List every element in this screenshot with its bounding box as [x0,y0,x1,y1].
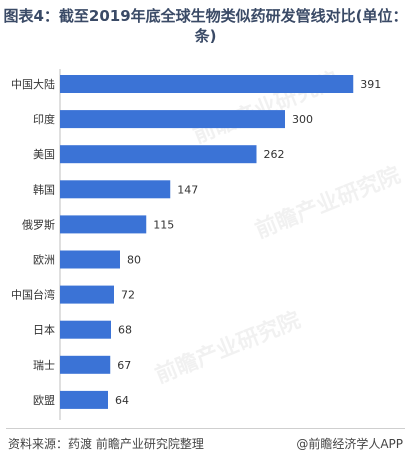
footer-divider [6,428,405,429]
value-label: 391 [360,78,381,91]
category-label: 中国大陆 [11,77,55,91]
value-label: 262 [264,148,285,161]
chart-title: 图表4：截至2019年底全球生物类似药研发管线对比(单位：条) [3,7,408,45]
category-label: 印度 [33,112,55,126]
bar [60,250,120,269]
category-label: 欧洲 [33,254,55,267]
brand-credit: @前瞻经济学人APP [296,437,403,451]
bar [60,390,108,409]
category-label: 瑞士 [33,358,55,372]
category-label: 美国 [33,148,55,161]
category-label: 日本 [33,323,55,337]
category-label: 中国台湾 [11,288,55,302]
category-label: 欧盟 [33,394,55,407]
value-label: 72 [121,289,135,302]
value-label: 115 [153,218,174,231]
bar [60,145,257,164]
bar [60,180,171,199]
value-label: 80 [127,254,141,267]
bar [60,110,285,129]
bar [60,75,354,93]
bar [60,215,147,234]
bar [60,285,114,304]
source-note: 资料来源：药渡 前瞻产业研究院整理 [8,437,204,451]
bar [60,355,111,374]
value-label: 300 [292,113,313,126]
footer: 资料来源：药渡 前瞻产业研究院整理 @前瞻经济学人APP [0,428,411,462]
value-label: 147 [177,183,198,196]
value-label: 64 [115,394,129,407]
bar [60,320,111,339]
value-label: 67 [117,359,131,372]
category-label: 韩国 [33,182,55,196]
bar-chart: 中国大陆 391 印度 300 美国 262 韩国 147 俄罗斯 115 欧洲 80 中国台湾 72 日本… [11,69,381,420]
category-label: 俄罗斯 [22,218,55,231]
value-label: 68 [118,324,132,337]
